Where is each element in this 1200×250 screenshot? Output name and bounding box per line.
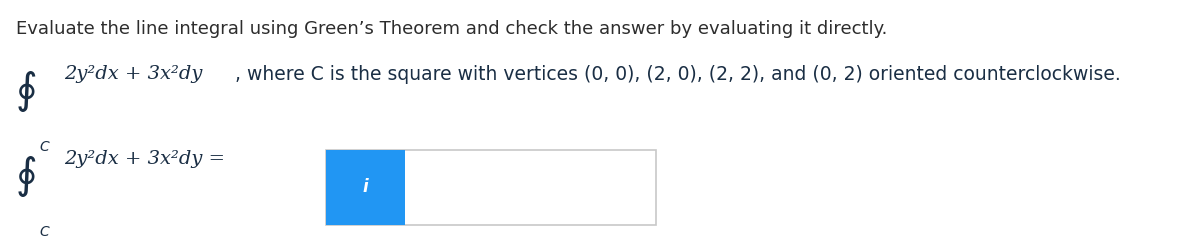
- Text: 2y²dx + 3x²dy: 2y²dx + 3x²dy: [64, 65, 202, 83]
- Text: Evaluate the line integral using Green’s Theorem and check the answer by evaluat: Evaluate the line integral using Green’s…: [16, 20, 887, 38]
- Text: i: i: [362, 178, 368, 196]
- Text: , where ​C​ is the square with vertices (0, 0), (2, 0), (2, 2), and (0, 2) orien: , where ​C​ is the square with vertices …: [235, 65, 1121, 84]
- Text: ∮: ∮: [16, 155, 37, 197]
- Text: 2y²dx + 3x²dy =: 2y²dx + 3x²dy =: [64, 150, 224, 168]
- Text: C: C: [40, 225, 49, 239]
- Text: ∮: ∮: [16, 70, 37, 112]
- Text: C: C: [40, 140, 49, 154]
